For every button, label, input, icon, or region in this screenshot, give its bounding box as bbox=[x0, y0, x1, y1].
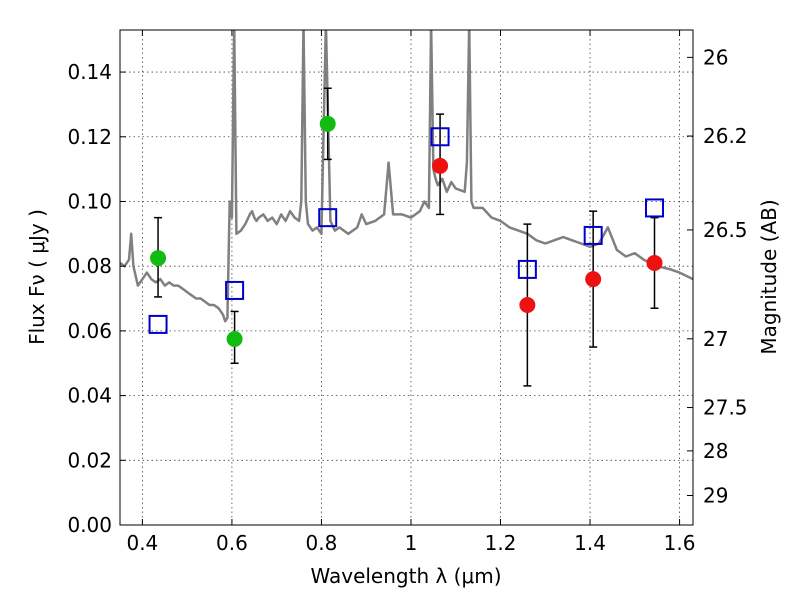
marker-layer bbox=[148, 115, 665, 347]
model-square-marker bbox=[225, 280, 245, 300]
x-tick-label: 1.6 bbox=[664, 531, 696, 555]
mag-tick-label: 26.5 bbox=[703, 218, 748, 242]
y-tick-label: 0.02 bbox=[67, 448, 112, 472]
mag-tick-label: 29 bbox=[703, 483, 728, 507]
y-tick-label: 0.10 bbox=[67, 189, 112, 213]
mag-tick-label: 26.2 bbox=[703, 124, 748, 148]
template-spectrum-line bbox=[120, 30, 693, 323]
x-axis-label: Wavelength λ (μm) bbox=[310, 564, 501, 588]
mag-tick-label: 27 bbox=[703, 327, 728, 351]
model-square-marker bbox=[645, 198, 665, 218]
y-tick-label: 0.00 bbox=[67, 513, 112, 537]
model-square-marker bbox=[148, 314, 168, 334]
y-tick-label: 0.06 bbox=[67, 319, 112, 343]
y-tick-label: 0.12 bbox=[67, 125, 112, 149]
x-tick-label: 0.8 bbox=[306, 531, 338, 555]
y-tick-label: 0.14 bbox=[67, 60, 112, 84]
y-tick-label: 0.08 bbox=[67, 254, 112, 278]
x-tick-label: 0.4 bbox=[126, 531, 158, 555]
red-data-point bbox=[585, 271, 602, 288]
plot-frame bbox=[119, 29, 694, 526]
x-tick-label: 1.4 bbox=[574, 531, 606, 555]
red-data-point bbox=[646, 254, 663, 271]
mag-tick-label: 27.5 bbox=[703, 396, 748, 420]
green-data-point bbox=[226, 330, 243, 347]
x-tick-label: 1.2 bbox=[485, 531, 517, 555]
axis-ticks: 0.4 0.6 0.8 1 1.2 1.4 1.6 0.00 0.02 0.04 0.06 0.08 0… bbox=[67, 30, 748, 555]
x-tick-label: 1 bbox=[405, 531, 418, 555]
x-tick-label: 0.6 bbox=[216, 531, 248, 555]
model-square-marker bbox=[318, 208, 338, 228]
y-axis-right-label: Magnitude (AB) bbox=[757, 199, 781, 354]
template-spectrum-layer bbox=[120, 30, 693, 323]
y-axis-label: Flux Fν ( μJy ) bbox=[25, 209, 49, 345]
grid bbox=[120, 30, 693, 526]
mag-tick-label: 26 bbox=[703, 45, 728, 69]
red-data-point bbox=[519, 297, 536, 313]
y-tick-label: 0.04 bbox=[67, 384, 112, 408]
model-square-marker bbox=[517, 259, 537, 279]
model-square-marker bbox=[583, 225, 603, 245]
red-data-point bbox=[432, 157, 449, 174]
model-square-marker bbox=[430, 127, 450, 147]
mag-tick-label: 28 bbox=[703, 439, 728, 463]
green-data-point bbox=[150, 250, 167, 267]
green-data-point bbox=[319, 115, 336, 132]
